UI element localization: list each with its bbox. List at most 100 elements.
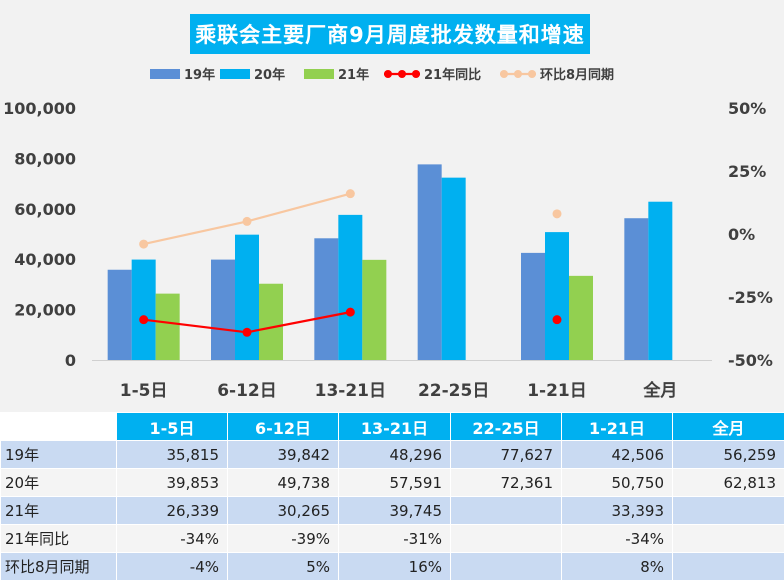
table-cell: 77,627 [450, 440, 562, 469]
y2-tick-label: -25% [728, 288, 773, 307]
bar-19年 [211, 259, 235, 360]
row-label: 20年 [0, 468, 117, 497]
x-tick-label: 1-21日 [527, 381, 587, 401]
table-cell: -31% [338, 524, 451, 553]
table-cell: 49,738 [227, 468, 339, 497]
y2-tick-label: 50% [728, 99, 766, 118]
legend-label: 21年同比 [424, 67, 481, 83]
legend-label: 20年 [254, 67, 285, 83]
bar-20年 [338, 214, 363, 360]
table-cell: 30,265 [227, 496, 339, 525]
y2-tick-label: 25% [728, 162, 766, 181]
bar-21年 [569, 275, 593, 360]
line-环比8月同期 [246, 192, 351, 223]
bar-20年 [131, 259, 156, 360]
table-cell [450, 524, 562, 553]
legend-swatch [150, 69, 180, 79]
x-tick-label: 1-5日 [120, 381, 168, 401]
x-tick-label: 13-21日 [315, 381, 386, 401]
row-label: 21年 [0, 496, 117, 525]
table-row: 21年 26,339 30,265 39,745 33,393 [0, 496, 784, 525]
table-header-row: 1-5日 6-12日 13-21日 22-25日 1-21日 全月 [0, 412, 784, 441]
table-cell: -34% [561, 524, 673, 553]
chart-area: 乘联会主要厂商9月周度批发数量和增速 0 20,000 40,000 60,000 80… [0, 0, 784, 412]
chart-title: 乘联会主要厂商9月周度批发数量和增速 [190, 14, 590, 54]
bar-19年 [624, 218, 649, 360]
table-corner [0, 412, 117, 441]
point-21年同比 [139, 315, 149, 325]
table-cell: 50,750 [561, 468, 673, 497]
legend-swatch [304, 69, 334, 79]
x-tick-label: 全月 [642, 380, 677, 401]
point-环比8月同期 [345, 189, 355, 199]
y-tick-label: 80,000 [14, 149, 76, 168]
point-环比8月同期 [552, 209, 562, 219]
column-header: 22-25日 [450, 412, 562, 441]
legend-swatch [220, 69, 250, 79]
point-环比8月同期 [139, 239, 149, 249]
bar-21年 [155, 293, 180, 360]
table-row: 21年同比 -34% -39% -31% -34% [0, 524, 784, 553]
table-cell [672, 524, 784, 553]
point-21年同比 [345, 307, 355, 317]
legend-marker [384, 70, 392, 78]
table-cell [672, 552, 784, 581]
table-cell: 39,745 [338, 496, 451, 525]
column-header: 6-12日 [227, 412, 339, 441]
column-header: 1-21日 [561, 412, 673, 441]
bar-19年 [417, 164, 442, 360]
data-table: 1-5日 6-12日 13-21日 22-25日 1-21日 全月 19年 35,… [0, 412, 784, 581]
table-cell: 72,361 [450, 468, 562, 497]
row-label: 21年同比 [0, 524, 117, 553]
y2-tick-label: -50% [728, 351, 773, 370]
table-cell: 62,813 [672, 468, 784, 497]
table-cell: 48,296 [338, 440, 451, 469]
table-cell: -4% [116, 552, 228, 581]
line-21年同比 [246, 311, 351, 334]
line-环比8月同期 [143, 220, 248, 246]
table-row: 19年 35,815 39,842 48,296 77,627 42,506 56,259 [0, 440, 784, 469]
legend-label: 19年 [184, 67, 215, 83]
legend-marker [500, 70, 508, 78]
table-cell: 39,842 [227, 440, 339, 469]
line-21年同比 [143, 318, 248, 334]
table-cell [672, 496, 784, 525]
point-21年同比 [552, 315, 562, 325]
y-tick-label: 40,000 [14, 250, 76, 269]
bar-19年 [107, 269, 132, 360]
table-row: 环比8月同期 -4% 5% 16% 8% [0, 552, 784, 581]
bar-20年 [648, 201, 673, 360]
chart-svg: 0 20,000 40,000 60,000 80,000 100,000 -50% -25%… [3, 67, 773, 401]
table-cell: 39,853 [116, 468, 228, 497]
legend-marker [412, 70, 420, 78]
point-环比8月同期 [242, 216, 252, 226]
legend-marker [528, 70, 536, 78]
legend-label: 环比8月同期 [540, 67, 614, 83]
table-cell: 57,591 [338, 468, 451, 497]
table-cell [450, 552, 562, 581]
table-cell: 26,339 [116, 496, 228, 525]
y-tick-label: 60,000 [14, 200, 76, 219]
y-tick-label: 20,000 [14, 301, 76, 320]
y-tick-label: 100,000 [3, 99, 76, 118]
x-tick-label: 22-25日 [418, 381, 489, 401]
bar-20年 [235, 234, 259, 360]
table-row: 20年 39,853 49,738 57,591 72,361 50,750 62,813 [0, 468, 784, 497]
column-header: 1-5日 [116, 412, 228, 441]
bar-20年 [441, 177, 466, 360]
table-cell: 33,393 [561, 496, 673, 525]
y2-tick-label: 0% [728, 225, 755, 244]
bar-19年 [521, 252, 545, 360]
legend-label: 21年 [338, 67, 369, 83]
column-header: 全月 [672, 412, 784, 441]
table-cell: 5% [227, 552, 339, 581]
table-cell: 16% [338, 552, 451, 581]
legend-marker [514, 70, 522, 78]
table-cell: 35,815 [116, 440, 228, 469]
table-cell: -39% [227, 524, 339, 553]
bar-21年 [259, 283, 283, 360]
table-cell [450, 496, 562, 525]
bar-19年 [314, 238, 339, 360]
table-cell: 42,506 [561, 440, 673, 469]
row-label: 环比8月同期 [0, 552, 117, 581]
